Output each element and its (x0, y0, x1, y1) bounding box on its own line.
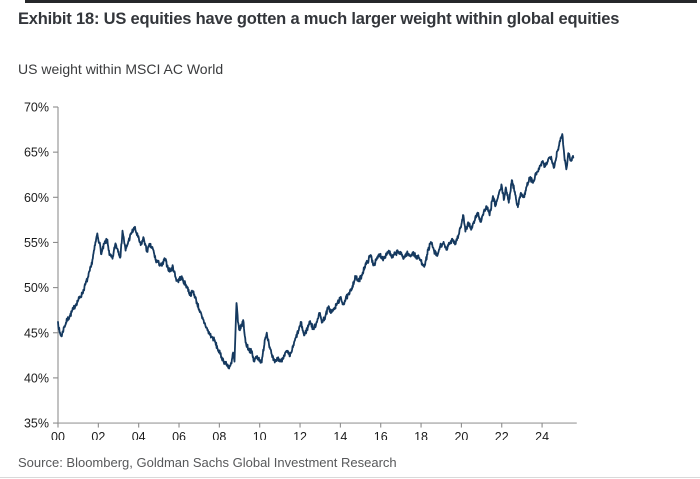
y-tick-label: 55% (24, 236, 49, 250)
x-tick-label: 04 (132, 430, 146, 440)
us-weight-series-line (57, 133, 575, 370)
y-tick-label: 35% (24, 417, 49, 431)
x-tick-label: 20 (454, 430, 468, 440)
y-tick-label: 60% (24, 191, 49, 205)
exhibit-top-border (25, 0, 697, 3)
x-tick-label: 24 (535, 430, 549, 440)
chart-canvas: 70% 65% 60% 55% 50% 45% 40% 35%00 02 04 06 08 10 12 14… (24, 101, 577, 440)
y-tick-label: 65% (24, 146, 49, 160)
x-tick-label: 08 (212, 430, 226, 440)
y-tick-label: 70% (24, 101, 49, 115)
x-tick-label: 14 (333, 430, 347, 440)
x-tick-label: 00 (51, 430, 65, 440)
bottom-divider (0, 477, 700, 478)
exhibit-title: Exhibit 18: US equities have gotten a mu… (18, 10, 620, 28)
y-tick-label: 50% (24, 281, 49, 295)
chart-subtitle: US weight within MSCI AC World (18, 61, 224, 77)
x-tick-label: 12 (293, 430, 307, 440)
x-tick-label: 22 (495, 430, 509, 440)
line-chart: 70% 65% 60% 55% 50% 45% 40% 35% 00 02 04 06 08 10 12 14… (0, 95, 700, 440)
source-note: Source: Bloomberg, Goldman Sachs Global … (18, 455, 397, 470)
y-tick-label: 40% (24, 371, 49, 385)
x-tick-label: 18 (414, 430, 428, 440)
x-tick-label: 06 (172, 430, 186, 440)
x-tick-label: 16 (374, 430, 388, 440)
y-tick-label: 45% (24, 326, 49, 340)
x-tick-label: 02 (91, 430, 105, 440)
x-tick-label: 10 (253, 430, 267, 440)
